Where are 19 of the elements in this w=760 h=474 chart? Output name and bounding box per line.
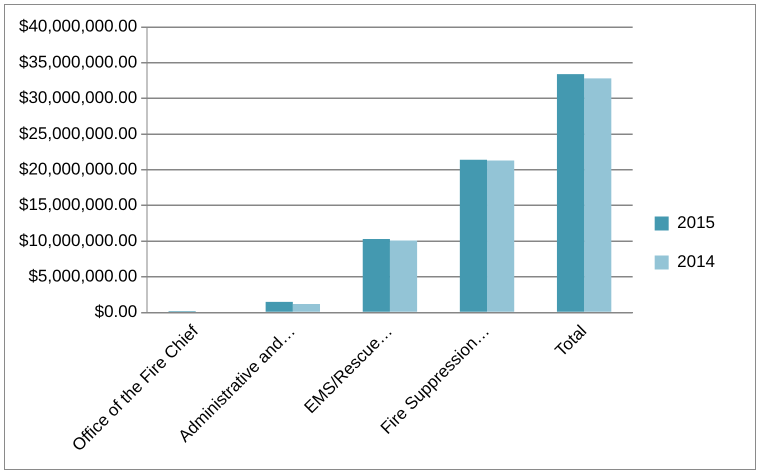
y-tick-label: $10,000,000.00 <box>19 230 138 250</box>
bar <box>556 74 584 312</box>
legend-label: 2015 <box>677 213 716 232</box>
y-tick-label: $15,000,000.00 <box>19 195 138 214</box>
bar <box>292 304 320 312</box>
bar <box>487 160 514 312</box>
legend-label: 2014 <box>677 252 716 272</box>
y-tick-label: $25,000,000.00 <box>19 124 138 143</box>
bar <box>266 302 293 312</box>
y-tick-label: $30,000,000.00 <box>19 88 138 108</box>
bar <box>362 239 390 312</box>
y-tick-label: $20,000,000.00 <box>19 159 138 178</box>
y-tick-label: $35,000,000.00 <box>19 52 138 72</box>
bar <box>460 160 488 312</box>
y-tick-label: $40,000,000.00 <box>19 16 138 36</box>
bar <box>584 78 612 312</box>
y-tick-label: $5,000,000.00 <box>28 266 138 286</box>
bar <box>390 240 418 312</box>
y-tick-label: $0.00 <box>94 302 138 322</box>
